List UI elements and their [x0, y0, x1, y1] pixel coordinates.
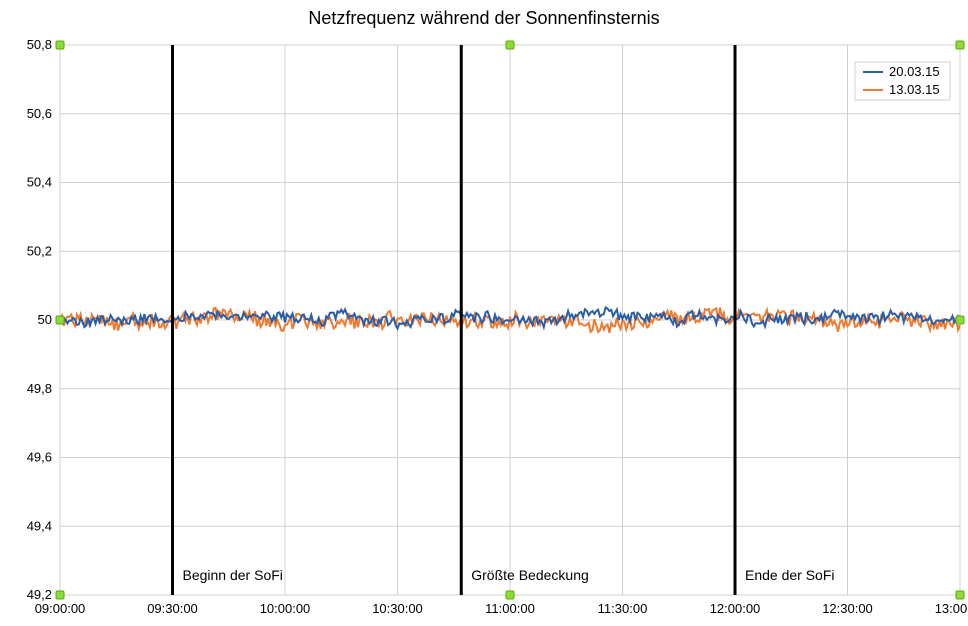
- y-tick-label: 50,8: [27, 37, 52, 52]
- x-tick-label: 13:00:00: [935, 601, 968, 616]
- y-tick-label: 49,2: [27, 587, 52, 602]
- chart-svg: Netzfrequenz während der Sonnenfinsterni…: [0, 0, 968, 626]
- y-tick-label: 49,6: [27, 450, 52, 465]
- x-tick-label: 09:30:00: [147, 601, 198, 616]
- y-tick-label: 50,2: [27, 243, 52, 258]
- selection-handle[interactable]: [56, 41, 64, 49]
- selection-handle[interactable]: [506, 41, 514, 49]
- y-tick-label: 49,8: [27, 381, 52, 396]
- selection-handle[interactable]: [56, 591, 64, 599]
- selection-handle[interactable]: [956, 591, 964, 599]
- legend-label: 13.03.15: [889, 82, 940, 97]
- y-tick-label: 50: [38, 312, 52, 327]
- y-tick-label: 50,6: [27, 106, 52, 121]
- event-label: Größte Bedeckung: [471, 567, 589, 583]
- selection-handle[interactable]: [506, 591, 514, 599]
- selection-handle[interactable]: [956, 316, 964, 324]
- x-tick-label: 12:00:00: [710, 601, 761, 616]
- x-tick-label: 12:30:00: [822, 601, 873, 616]
- selection-handle[interactable]: [956, 41, 964, 49]
- x-tick-label: 10:30:00: [372, 601, 423, 616]
- event-label: Ende der SoFi: [745, 567, 835, 583]
- selection-handle[interactable]: [56, 316, 64, 324]
- event-label: Beginn der SoFi: [183, 567, 283, 583]
- x-tick-label: 11:00:00: [485, 601, 535, 616]
- x-tick-label: 11:30:00: [598, 601, 648, 616]
- chart-container: Netzfrequenz während der Sonnenfinsterni…: [0, 0, 968, 626]
- legend-label: 20.03.15: [889, 64, 940, 79]
- y-tick-label: 50,4: [27, 175, 52, 190]
- x-tick-label: 10:00:00: [260, 601, 311, 616]
- x-tick-label: 09:00:00: [35, 601, 86, 616]
- y-tick-label: 49,4: [27, 518, 52, 533]
- chart-title: Netzfrequenz während der Sonnenfinsterni…: [308, 8, 659, 28]
